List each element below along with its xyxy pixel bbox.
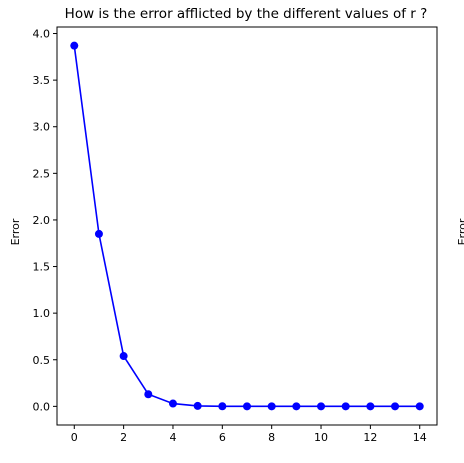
y-tick-label: 2.0 bbox=[33, 214, 51, 227]
data-point bbox=[119, 352, 128, 361]
plot-area-frame bbox=[56, 26, 438, 426]
x-axis-ticks: 0 2 4 6 8 10 12 14 bbox=[71, 425, 427, 444]
data-point bbox=[391, 402, 400, 411]
y-axis-label: Error bbox=[9, 218, 22, 245]
y-tick-label: 0.0 bbox=[33, 400, 51, 413]
data-point bbox=[168, 399, 177, 408]
series-layer bbox=[70, 41, 424, 411]
x-tick-label: 14 bbox=[413, 431, 427, 444]
y-axis-ticks: 0.0 0.5 1.0 1.5 2.0 2.5 3.0 3.5 4.0 bbox=[33, 28, 57, 413]
data-point bbox=[218, 402, 227, 411]
y-tick-label: 2.5 bbox=[33, 167, 51, 180]
x-tick-label: 0 bbox=[71, 431, 78, 444]
data-point bbox=[267, 402, 276, 411]
x-tick-label: 8 bbox=[268, 431, 275, 444]
y-tick-label: 3.5 bbox=[33, 74, 51, 87]
x-tick-label: 12 bbox=[363, 431, 377, 444]
data-point bbox=[292, 402, 301, 411]
y-tick-label: 4.0 bbox=[33, 28, 51, 41]
data-point bbox=[415, 402, 424, 411]
y-tick-label: 1.0 bbox=[33, 307, 51, 320]
y-tick-label: 3.0 bbox=[33, 121, 51, 134]
x-tick-label: 2 bbox=[120, 431, 127, 444]
x-tick-label: 6 bbox=[219, 431, 226, 444]
data-point bbox=[317, 402, 326, 411]
second-panel-y-axis-label: Error bbox=[456, 218, 464, 245]
series-line bbox=[73, 45, 420, 408]
data-point bbox=[341, 402, 350, 411]
chart-title: How is the error afflicted by the differ… bbox=[65, 6, 428, 22]
data-point bbox=[366, 402, 375, 411]
data-point bbox=[193, 401, 202, 410]
data-point bbox=[243, 402, 251, 411]
x-tick-label: 10 bbox=[314, 431, 328, 444]
x-tick-label: 4 bbox=[169, 431, 176, 444]
y-tick-label: 0.5 bbox=[33, 354, 51, 367]
data-point bbox=[144, 390, 153, 399]
y-tick-label: 1.5 bbox=[33, 261, 51, 274]
data-point bbox=[70, 41, 79, 50]
data-point bbox=[94, 229, 103, 238]
